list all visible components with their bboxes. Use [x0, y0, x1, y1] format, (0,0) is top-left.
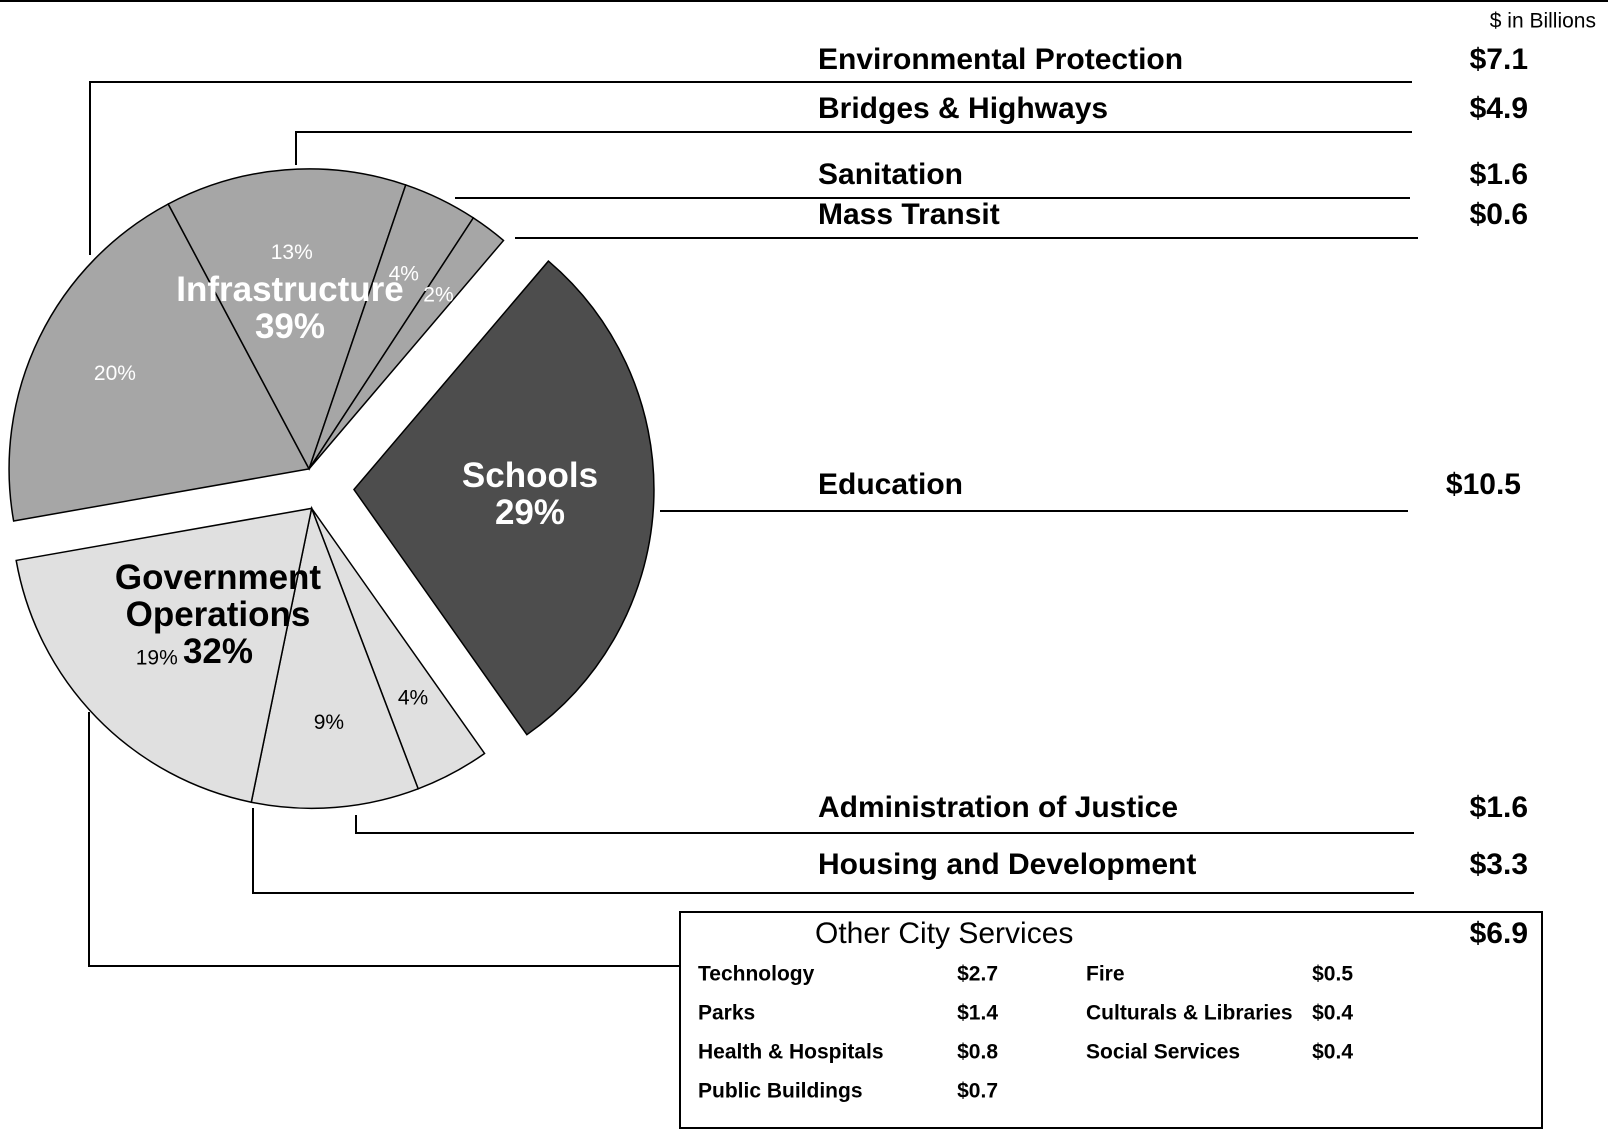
breakdown-name: Parks — [698, 1002, 755, 1025]
unit-note: $ in Billions — [1490, 10, 1596, 33]
breakdown-amount: $2.7 — [957, 963, 998, 986]
pie-slice — [15, 507, 313, 804]
group-name: Schools — [461, 456, 599, 495]
breakdown-amount: $0.7 — [957, 1080, 998, 1103]
slice-percent-label: 9% — [314, 711, 344, 734]
breakdown-amount: $0.8 — [957, 1041, 998, 1064]
slice-percent-label: 2% — [423, 283, 453, 306]
other-services-box — [679, 911, 1543, 1129]
category-label: Sanitation — [818, 158, 963, 191]
pie-slice — [250, 505, 420, 810]
category-label: Administration of Justice — [818, 791, 1178, 824]
leader-line — [355, 815, 1414, 834]
slice-percent-label: 19% — [136, 646, 178, 669]
amount-label: $3.3 — [1470, 848, 1528, 881]
group-name: Government Operations — [114, 558, 322, 634]
group-total: 29% — [494, 492, 566, 532]
slice-percent-label: 13% — [271, 241, 313, 264]
slice-percent-label: 4% — [398, 687, 428, 710]
pie-slice — [308, 216, 505, 470]
breakdown-amount: $1.4 — [957, 1002, 998, 1025]
breakdown-name: Health & Hospitals — [698, 1041, 884, 1064]
category-label: Housing and Development — [818, 848, 1196, 881]
breakdown-amount: $0.4 — [1312, 1002, 1353, 1025]
breakdown-name: Culturals & Libraries — [1086, 1002, 1293, 1025]
leader-line — [295, 131, 1412, 165]
breakdown-name: Technology — [698, 963, 815, 986]
pie-slice — [167, 168, 407, 471]
amount-label: $6.9 — [1470, 917, 1528, 950]
leader-line — [252, 808, 1414, 894]
category-label: Environmental Protection — [818, 43, 1183, 76]
amount-label: $4.9 — [1470, 92, 1528, 125]
group-total: 39% — [254, 306, 326, 346]
amount-label: $0.6 — [1470, 198, 1528, 231]
pie-slice — [8, 203, 311, 522]
group-label: Schools 29% — [410, 456, 650, 532]
breakdown-name: Public Buildings — [698, 1080, 863, 1103]
amount-label: $1.6 — [1470, 791, 1528, 824]
amount-label: $1.6 — [1470, 158, 1528, 191]
group-label: Infrastructure 39% — [140, 270, 440, 346]
breakdown-name: Social Services — [1086, 1041, 1240, 1064]
group-label: Government Operations 32% — [98, 558, 338, 671]
amount-label: $10.5 — [1446, 468, 1521, 501]
breakdown-amount: $0.5 — [1312, 963, 1353, 986]
leader-line — [88, 712, 680, 967]
category-label: Bridges & Highways — [818, 92, 1108, 125]
breakdown-amount: $0.4 — [1312, 1041, 1353, 1064]
leader-line — [89, 81, 1412, 255]
amount-label: $7.1 — [1470, 43, 1528, 76]
category-label: Mass Transit — [818, 198, 1000, 231]
category-label: Education — [818, 468, 963, 501]
group-total: 32% — [182, 631, 254, 671]
pie-slice — [353, 260, 655, 736]
breakdown-name: Fire — [1086, 963, 1125, 986]
slice-percent-label: 20% — [94, 362, 136, 385]
group-name: Infrastructure — [176, 270, 404, 309]
slice-percent-label: 4% — [389, 262, 419, 285]
category-label: Other City Services — [815, 917, 1073, 950]
